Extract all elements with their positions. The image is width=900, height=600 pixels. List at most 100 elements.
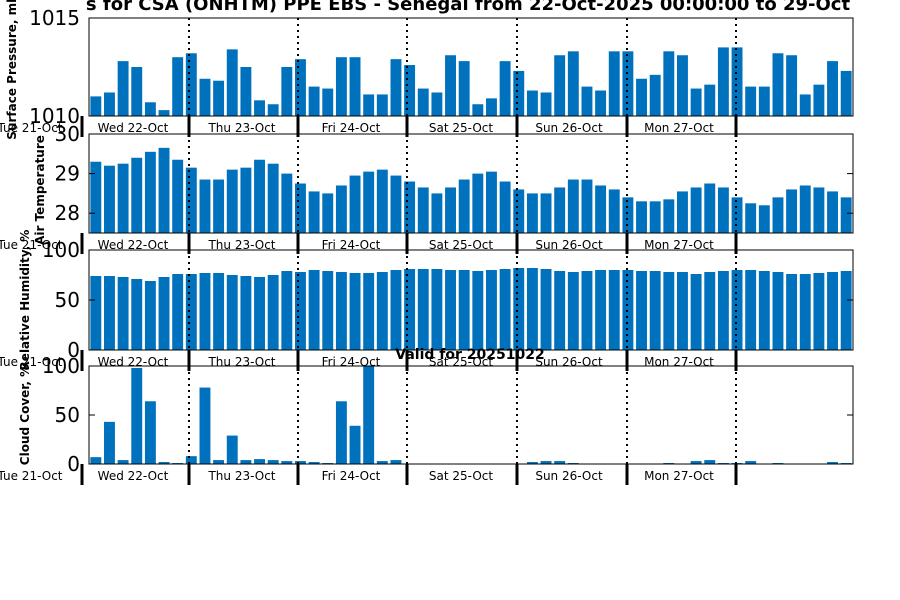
cloud-bar <box>704 460 716 464</box>
pressure-bar <box>295 59 306 116</box>
humidity-bar <box>499 269 511 350</box>
temperature-bar <box>104 165 115 233</box>
pressure-day-label: Sat 25-Oct <box>429 121 493 135</box>
humidity-bar <box>158 277 170 350</box>
humidity-bar <box>731 270 743 350</box>
cloud-panel-title: Valid for 20251022 <box>395 347 544 363</box>
humidity-bar <box>690 274 702 350</box>
cloud-day-label: Mon 27-Oct <box>644 469 714 483</box>
humidity-bar <box>322 271 334 350</box>
humidity-bar <box>185 274 197 350</box>
pressure-bar <box>281 67 293 116</box>
temperature-bar <box>663 199 675 233</box>
temperature-bar <box>540 193 552 233</box>
pressure-bar <box>213 80 225 116</box>
cloud-ylabel: Cloud Cover, % <box>18 365 32 465</box>
pressure-day-label: Mon 27-Oct <box>644 121 714 135</box>
pressure-bar <box>690 88 702 116</box>
humidity-bar <box>254 277 265 350</box>
cloud-bar <box>526 462 538 464</box>
temperature-bar <box>731 197 743 233</box>
humidity-bar <box>199 273 211 350</box>
humidity-bar <box>554 271 566 350</box>
humidity-ytick-label: 50 <box>55 288 80 312</box>
temperature-bar <box>308 191 320 233</box>
temperature-bar <box>390 175 402 233</box>
pressure-bar <box>636 78 647 116</box>
humidity-bar <box>240 276 252 350</box>
pressure-panel: 1010 1015 Tue 21-Oct Wed 22-Oct Thu 23-Oct Fr… <box>0 0 854 140</box>
temperature-bar <box>431 193 443 233</box>
pressure-bar <box>567 51 579 116</box>
humidity-ytick-label: 0 <box>67 338 80 362</box>
humidity-day-label: Thu 23-Oct <box>207 355 275 369</box>
temperature-day-label: Mon 27-Oct <box>644 238 714 252</box>
pressure-ytick-label: 1010 <box>29 104 80 128</box>
humidity-bar <box>717 271 729 350</box>
temperature-bar <box>144 151 156 233</box>
cloud-bar <box>540 461 552 464</box>
pressure-bar <box>308 86 320 116</box>
cloud-bar <box>144 401 156 464</box>
humidity-bar <box>226 275 238 350</box>
humidity-day-label: Tue 21-Oct <box>0 355 63 369</box>
temperature-bar <box>745 203 757 233</box>
cloud-day-label: Sun 26-Oct <box>535 469 603 483</box>
humidity-bar <box>813 273 825 350</box>
humidity-bar <box>458 270 470 350</box>
cloud-ytick-label: 0 <box>67 452 80 476</box>
cloud-bar <box>226 435 238 464</box>
humidity-bar <box>431 269 443 350</box>
humidity-bar <box>526 268 538 350</box>
pressure-bar <box>677 55 688 116</box>
pressure-bar <box>322 88 334 116</box>
humidity-bar <box>376 272 388 350</box>
temperature-bar <box>117 163 129 233</box>
pressure-bar <box>772 53 784 116</box>
pressure-bar <box>90 96 102 116</box>
humidity-bar <box>758 271 770 350</box>
cloud-bar <box>745 461 757 464</box>
temperature-bar <box>199 179 211 233</box>
pressure-bar <box>717 47 729 116</box>
temperature-bar <box>267 163 279 233</box>
pressure-bar <box>608 51 620 116</box>
pressure-bar <box>185 53 197 116</box>
pressure-bar <box>199 78 211 116</box>
pressure-bar <box>595 90 607 116</box>
pressure-day-label: Tue 21-Oct <box>0 121 63 135</box>
pressure-bar <box>745 86 757 116</box>
humidity-bar <box>131 279 143 350</box>
humidity-bar <box>213 273 225 350</box>
cloud-bar <box>213 460 225 464</box>
cloud-day-label: Thu 23-Oct <box>207 469 275 483</box>
temperature-bar <box>677 191 688 233</box>
temperature-day-label: Thu 23-Oct <box>207 238 275 252</box>
humidity-bar <box>172 274 184 350</box>
pressure-axes-frame <box>88 17 854 117</box>
temperature-bar <box>526 193 538 233</box>
temperature-bar <box>704 183 716 233</box>
cloud-bar <box>827 462 838 464</box>
temperature-bar <box>813 187 825 233</box>
pressure-bar <box>472 104 484 116</box>
cloud-ytick-label: 50 <box>55 403 80 427</box>
cloud-day-label: Fri 24-Oct <box>322 469 381 483</box>
cloud-bar <box>131 367 143 464</box>
pressure-bar <box>458 61 470 116</box>
humidity-bar <box>349 273 361 350</box>
temperature-bar <box>213 179 225 233</box>
humidity-bar <box>636 271 647 350</box>
cloud-bar <box>376 461 388 464</box>
temperature-bar <box>254 159 265 233</box>
humidity-bar <box>608 270 620 350</box>
pressure-bar <box>622 51 634 116</box>
humidity-bar <box>567 272 579 350</box>
humidity-bar <box>513 268 525 350</box>
humidity-ylabel: Relative Humidity, % <box>18 230 32 371</box>
temperature-bar <box>827 191 838 233</box>
pressure-bar <box>813 84 825 116</box>
